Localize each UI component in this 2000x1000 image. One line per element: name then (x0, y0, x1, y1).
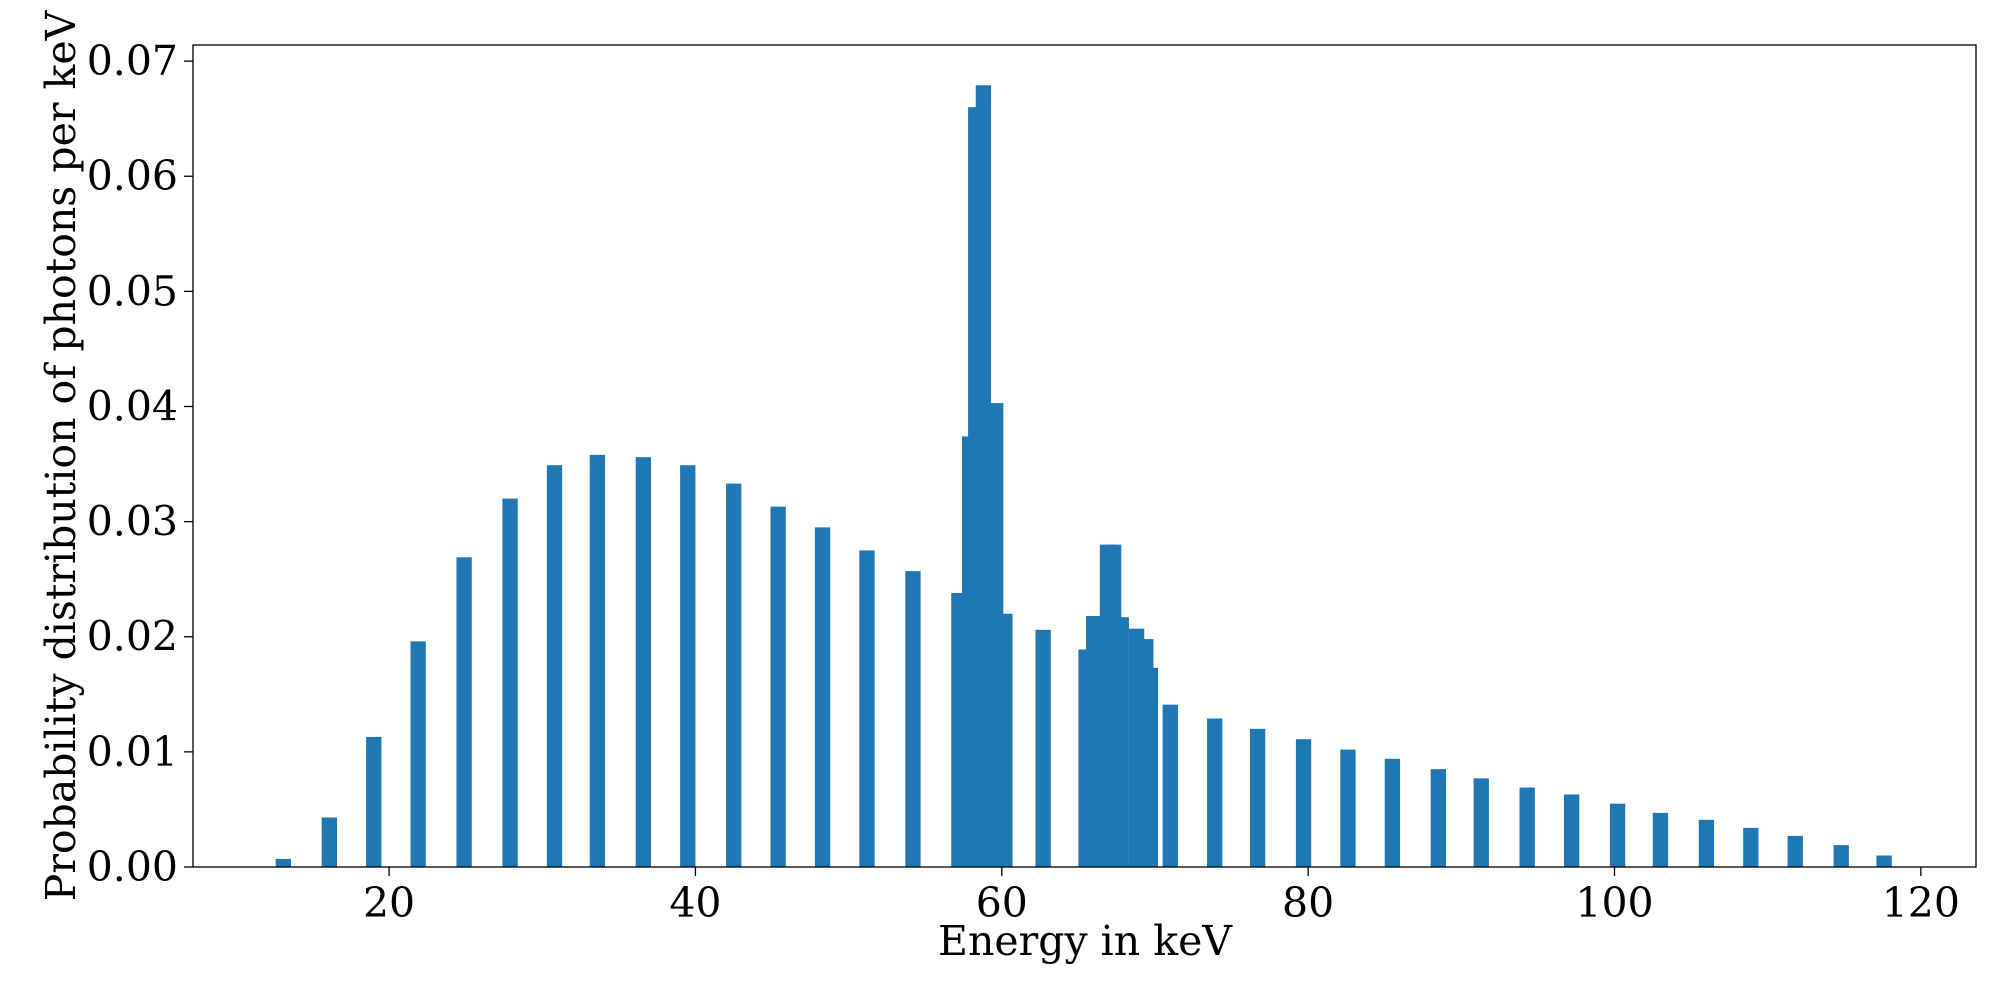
x-axis-label: Energy in keV (938, 917, 1233, 965)
bar (1142, 667, 1159, 867)
bar (275, 858, 292, 867)
bar (456, 557, 472, 867)
bar (502, 498, 518, 867)
bar (726, 483, 742, 867)
bar (680, 465, 696, 867)
bar (1430, 769, 1447, 867)
y-tick-label: 0.04 (87, 382, 178, 430)
y-tick-label: 0.03 (87, 498, 178, 546)
bar (1609, 803, 1626, 867)
y-tick-label: 0.06 (87, 152, 178, 200)
bar (1295, 739, 1312, 867)
bar (770, 506, 786, 867)
bar (975, 85, 992, 867)
x-tick-label: 100 (1575, 879, 1653, 927)
bar (589, 454, 606, 867)
bar (1035, 629, 1051, 867)
bar (1340, 749, 1356, 867)
bar (1086, 616, 1102, 867)
y-tick-label: 0.02 (87, 613, 178, 661)
plot-frame (192, 44, 1977, 868)
x-tick-label: 40 (669, 879, 721, 927)
bar (1652, 812, 1669, 867)
bar (635, 457, 652, 867)
bar (1207, 718, 1223, 867)
bar (997, 613, 1013, 867)
y-tick-label: 0.01 (87, 728, 178, 776)
bar (1698, 819, 1715, 867)
bar (366, 736, 382, 867)
bar (814, 527, 831, 867)
bar (410, 641, 426, 867)
bar (859, 550, 875, 867)
x-tick-label: 120 (1882, 879, 1960, 927)
bar (321, 817, 337, 867)
x-tick-label: 20 (363, 879, 415, 927)
y-tick-label: 0.00 (87, 843, 178, 891)
bar (905, 571, 921, 867)
x-tick-label: 60 (976, 879, 1028, 927)
bar (1249, 728, 1266, 867)
bar (1113, 617, 1129, 867)
bar (1384, 758, 1401, 867)
y-tick-label: 0.07 (87, 37, 178, 85)
y-tick-label: 0.05 (87, 267, 178, 315)
bar (1787, 835, 1803, 867)
bar (1563, 794, 1580, 867)
bar (546, 465, 563, 867)
bar (1473, 778, 1489, 867)
x-tick-label: 80 (1282, 879, 1334, 927)
bar (1519, 787, 1535, 867)
bar (1876, 855, 1892, 867)
bar (1162, 704, 1178, 867)
bar (1833, 845, 1849, 867)
bar (1743, 827, 1759, 867)
y-axis-label: Probability distribution of photons per … (37, 9, 85, 901)
